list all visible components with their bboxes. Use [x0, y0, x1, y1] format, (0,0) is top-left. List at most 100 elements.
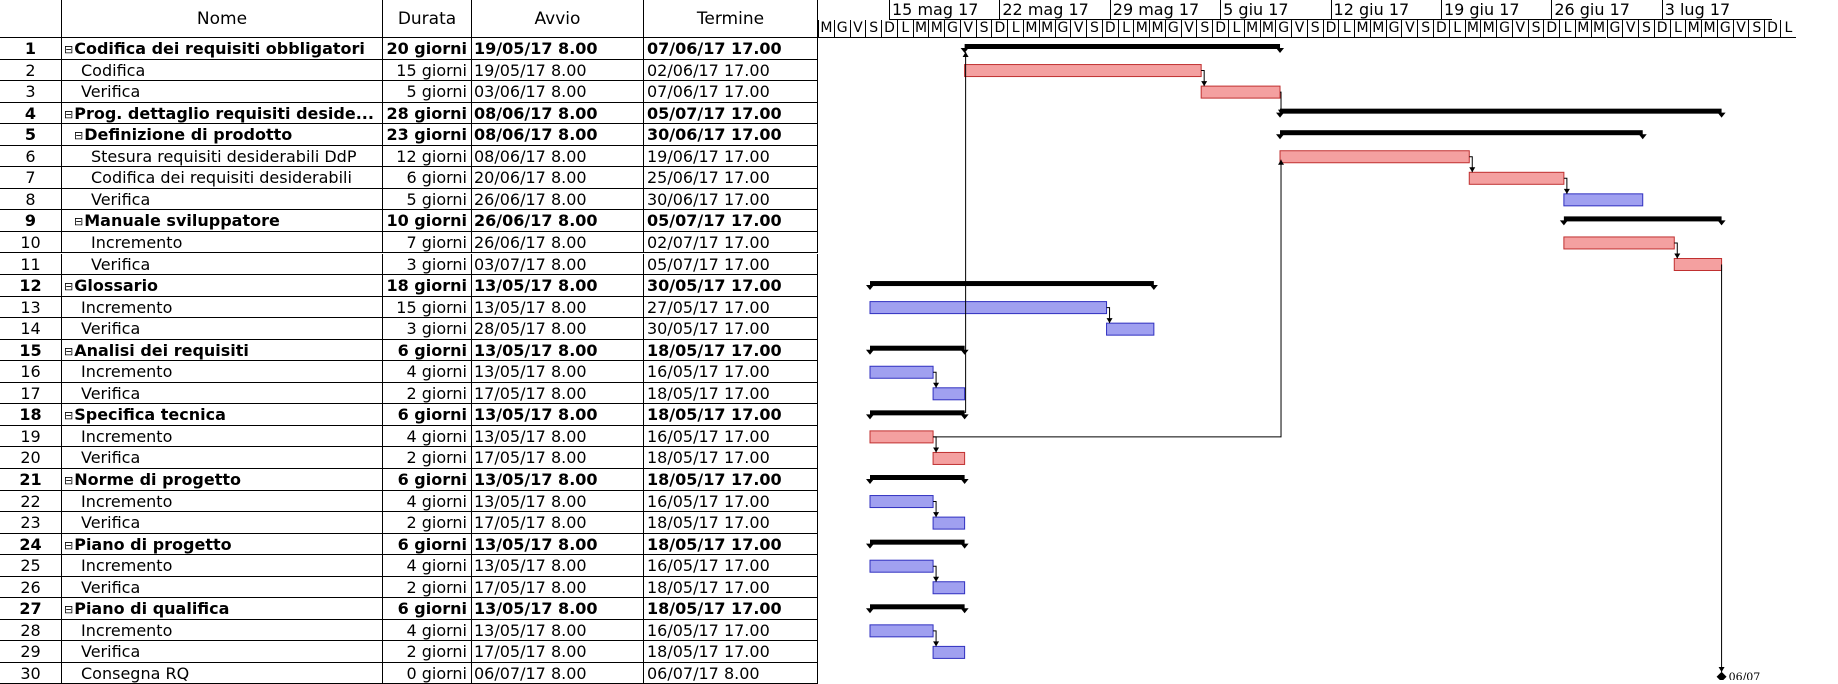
collapse-toggle-icon[interactable]: ⊟ [74, 215, 84, 229]
header-id[interactable] [0, 0, 62, 38]
start-cell[interactable]: 13/05/17 8.00 [472, 425, 644, 448]
duration-cell[interactable]: 20 giorni [383, 38, 472, 60]
duration-cell[interactable]: 15 giorni [383, 296, 472, 319]
duration-cell[interactable]: 5 giorni [383, 81, 472, 103]
row-id-cell[interactable]: 14 [0, 318, 62, 340]
task-bar[interactable] [1563, 193, 1644, 207]
end-cell[interactable]: 18/05/17 17.00 [644, 469, 818, 491]
end-cell[interactable]: 16/05/17 17.00 [644, 555, 818, 577]
task-bar[interactable] [932, 516, 966, 530]
row-id-cell[interactable]: 16 [0, 361, 62, 383]
critical-task-bar[interactable] [964, 64, 1202, 78]
task-name-cell[interactable]: Incremento [62, 361, 383, 383]
collapse-toggle-icon[interactable]: ⊟ [64, 280, 74, 294]
table-row[interactable]: 26 Verifica 2 giorni 17/05/17 8.00 18/05/17 … [0, 576, 818, 599]
task-name-cell[interactable]: Incremento [62, 555, 383, 577]
task-name-cell[interactable]: Codifica [62, 59, 383, 82]
end-cell[interactable]: 05/07/17 17.00 [644, 253, 818, 276]
task-name-cell[interactable]: Consegna RQ [62, 662, 383, 684]
duration-cell[interactable]: 2 giorni [383, 576, 472, 599]
row-id-cell[interactable]: 3 [0, 81, 62, 103]
table-row[interactable]: 15 ⊟Analisi dei requisiti 6 giorni 13/05/17… [0, 339, 818, 362]
end-cell[interactable]: 06/07/17 8.00 [644, 662, 818, 684]
duration-cell[interactable]: 6 giorni [383, 339, 472, 362]
task-bar[interactable] [932, 387, 966, 401]
table-row[interactable]: 6 Stesura requisiti desiderabili DdP 12 gi… [0, 145, 818, 168]
collapse-toggle-icon[interactable]: ⊟ [74, 129, 84, 143]
duration-cell[interactable]: 4 giorni [383, 619, 472, 642]
row-id-cell[interactable]: 7 [0, 167, 62, 189]
start-cell[interactable]: 13/05/17 8.00 [472, 296, 644, 319]
summary-bar[interactable] [870, 604, 965, 610]
table-row[interactable]: 11 Verifica 3 giorni 03/07/17 8.00 05/07/17 … [0, 253, 818, 276]
start-cell[interactable]: 17/05/17 8.00 [472, 512, 644, 534]
start-cell[interactable]: 17/05/17 8.00 [472, 576, 644, 599]
task-bar[interactable] [869, 301, 1108, 315]
end-cell[interactable]: 27/05/17 17.00 [644, 296, 818, 319]
collapse-toggle-icon[interactable]: ⊟ [64, 538, 74, 552]
critical-task-bar[interactable] [1200, 85, 1281, 99]
table-row[interactable]: 30 Consegna RQ 0 giorni 06/07/17 8.00 06/07/… [0, 662, 818, 684]
end-cell[interactable]: 02/06/17 17.00 [644, 59, 818, 82]
end-cell[interactable]: 18/05/17 17.00 [644, 576, 818, 599]
critical-task-bar[interactable] [1468, 171, 1565, 185]
row-id-cell[interactable]: 23 [0, 512, 62, 534]
table-row[interactable]: 20 Verifica 2 giorni 17/05/17 8.00 18/05/17 … [0, 447, 818, 469]
task-name-cell[interactable]: Codifica dei requisiti desiderabili [62, 167, 383, 189]
start-cell[interactable]: 13/05/17 8.00 [472, 339, 644, 362]
task-name-cell[interactable]: ⊟Definizione di prodotto [62, 124, 383, 146]
task-name-cell[interactable]: ⊟Piano di qualifica [62, 598, 383, 620]
start-cell[interactable]: 17/05/17 8.00 [472, 382, 644, 405]
summary-bar[interactable] [870, 410, 965, 416]
start-cell[interactable]: 19/05/17 8.00 [472, 38, 644, 60]
task-bar[interactable] [869, 624, 934, 638]
table-row[interactable]: 4 ⊟Prog. dettaglio requisiti deside... 28 … [0, 102, 818, 125]
summary-bar[interactable] [870, 475, 965, 480]
end-cell[interactable]: 18/05/17 17.00 [644, 598, 818, 620]
task-name-cell[interactable]: ⊟Piano di progetto [62, 533, 383, 556]
duration-cell[interactable]: 4 giorni [383, 361, 472, 383]
task-name-cell[interactable]: ⊟Prog. dettaglio requisiti deside... [62, 102, 383, 125]
end-cell[interactable]: 18/05/17 17.00 [644, 382, 818, 405]
duration-cell[interactable]: 6 giorni [383, 533, 472, 556]
table-row[interactable]: 3 Verifica 5 giorni 03/06/17 8.00 07/06/17 1… [0, 81, 818, 103]
duration-cell[interactable]: 12 giorni [383, 145, 472, 168]
row-id-cell[interactable]: 13 [0, 296, 62, 319]
end-cell[interactable]: 30/05/17 17.00 [644, 318, 818, 340]
end-cell[interactable]: 18/05/17 17.00 [644, 512, 818, 534]
task-name-cell[interactable]: Verifica [62, 512, 383, 534]
end-cell[interactable]: 18/05/17 17.00 [644, 533, 818, 556]
table-row[interactable]: 16 Incremento 4 giorni 13/05/17 8.00 16/05/1… [0, 361, 818, 383]
end-cell[interactable]: 05/07/17 17.00 [644, 210, 818, 232]
table-row[interactable]: 1 ⊟Codifica dei requisiti obbligatori 20 g… [0, 38, 818, 60]
duration-cell[interactable]: 10 giorni [383, 210, 472, 232]
start-cell[interactable]: 13/05/17 8.00 [472, 490, 644, 513]
header-end[interactable]: Termine [644, 0, 818, 38]
start-cell[interactable]: 17/05/17 8.00 [472, 641, 644, 663]
table-row[interactable]: 19 Incremento 4 giorni 13/05/17 8.00 16/05/1… [0, 425, 818, 448]
task-name-cell[interactable]: Verifica [62, 318, 383, 340]
row-id-cell[interactable]: 1 [0, 38, 62, 60]
collapse-toggle-icon[interactable]: ⊟ [64, 409, 74, 423]
row-id-cell[interactable]: 4 [0, 102, 62, 125]
summary-bar[interactable] [964, 44, 1281, 49]
row-id-cell[interactable]: 5 [0, 124, 62, 146]
collapse-toggle-icon[interactable]: ⊟ [64, 344, 74, 358]
duration-cell[interactable]: 6 giorni [383, 404, 472, 426]
task-bar[interactable] [932, 581, 966, 595]
start-cell[interactable]: 13/05/17 8.00 [472, 469, 644, 491]
row-id-cell[interactable]: 8 [0, 188, 62, 211]
end-cell[interactable]: 02/07/17 17.00 [644, 231, 818, 254]
row-id-cell[interactable]: 2 [0, 59, 62, 82]
summary-bar[interactable] [1280, 108, 1722, 114]
start-cell[interactable]: 17/05/17 8.00 [472, 447, 644, 469]
end-cell[interactable]: 16/05/17 17.00 [644, 425, 818, 448]
table-row[interactable]: 23 Verifica 2 giorni 17/05/17 8.00 18/05/17 … [0, 512, 818, 534]
end-cell[interactable]: 07/06/17 17.00 [644, 81, 818, 103]
start-cell[interactable]: 03/06/17 8.00 [472, 81, 644, 103]
header-duration[interactable]: Durata [383, 0, 472, 38]
collapse-toggle-icon[interactable]: ⊟ [64, 474, 74, 487]
table-row[interactable]: 24 ⊟Piano di progetto 6 giorni 13/05/17 8.0… [0, 533, 818, 556]
task-name-cell[interactable]: ⊟Codifica dei requisiti obbligatori [62, 38, 383, 60]
end-cell[interactable]: 25/06/17 17.00 [644, 167, 818, 189]
